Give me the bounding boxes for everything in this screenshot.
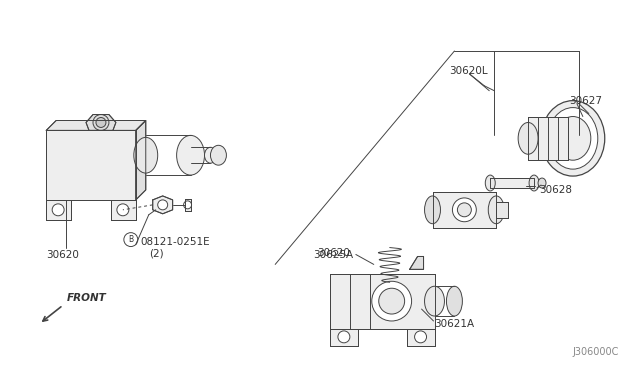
Ellipse shape [529, 175, 539, 191]
Text: 30625A: 30625A [313, 250, 353, 260]
Polygon shape [46, 200, 71, 220]
Circle shape [124, 232, 138, 247]
Ellipse shape [424, 196, 440, 224]
Polygon shape [111, 200, 136, 220]
Polygon shape [330, 329, 358, 346]
Polygon shape [136, 121, 146, 200]
Circle shape [157, 200, 168, 210]
Polygon shape [406, 329, 435, 346]
Polygon shape [433, 192, 496, 228]
Text: 30628: 30628 [539, 185, 572, 195]
Circle shape [415, 331, 426, 343]
Ellipse shape [485, 175, 495, 191]
Polygon shape [410, 256, 424, 269]
Circle shape [52, 204, 64, 216]
Ellipse shape [518, 122, 538, 154]
Text: B: B [128, 235, 133, 244]
Ellipse shape [548, 108, 598, 169]
Polygon shape [528, 116, 568, 160]
Circle shape [96, 118, 106, 128]
Text: J306000C: J306000C [572, 347, 619, 357]
Ellipse shape [488, 196, 504, 224]
Circle shape [338, 331, 350, 343]
Text: 30620L: 30620L [449, 66, 488, 76]
Circle shape [117, 204, 129, 216]
Text: 30620: 30620 [317, 247, 350, 257]
Polygon shape [330, 274, 435, 329]
Circle shape [184, 201, 191, 209]
Text: 30620: 30620 [46, 250, 79, 260]
Ellipse shape [424, 286, 444, 316]
Text: 30627: 30627 [569, 96, 602, 106]
Ellipse shape [541, 101, 605, 176]
Polygon shape [46, 131, 136, 200]
Circle shape [458, 203, 471, 217]
Text: 30621A: 30621A [435, 319, 475, 329]
Circle shape [379, 288, 404, 314]
Polygon shape [496, 202, 508, 218]
Polygon shape [46, 121, 146, 131]
Ellipse shape [555, 116, 591, 160]
Circle shape [452, 198, 476, 222]
Ellipse shape [538, 178, 546, 188]
Polygon shape [184, 199, 191, 211]
Ellipse shape [134, 137, 157, 173]
Circle shape [93, 115, 109, 131]
Ellipse shape [205, 147, 216, 163]
Text: (2): (2) [148, 248, 163, 259]
Text: FRONT: FRONT [67, 293, 107, 303]
Ellipse shape [177, 135, 205, 175]
Polygon shape [490, 178, 534, 188]
Ellipse shape [447, 286, 462, 316]
Polygon shape [86, 115, 116, 131]
Ellipse shape [211, 145, 227, 165]
Circle shape [372, 281, 412, 321]
Text: 08121-0251E: 08121-0251E [141, 237, 211, 247]
Polygon shape [153, 196, 173, 214]
